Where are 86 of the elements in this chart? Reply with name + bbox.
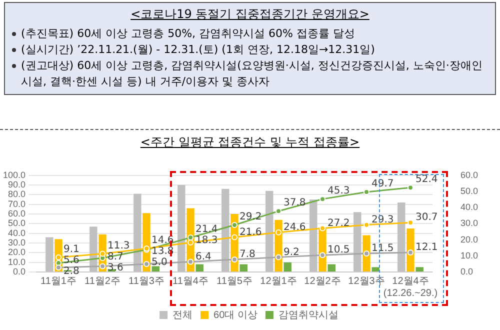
data-label: 3.6 (108, 262, 124, 274)
y-tick-label: 70.0 (8, 198, 26, 209)
data-label: 13.8 (152, 246, 174, 258)
legend-label: 감염취약시설 (278, 310, 338, 321)
text: <코로나19 동절기 집중접종기간 운영개요> (130, 6, 370, 23)
y2-tick-label: 60.0 (460, 170, 478, 180)
point (232, 234, 238, 240)
data-label: 7.8 (240, 249, 256, 260)
bar (328, 264, 336, 272)
text: (권고대상) 60세 이상 고령층, 감염취약시설(요양병원·시설, 정신건강증진시설, 노숙인·장애인 시설, 결핵·한센 시설 등) 내 거주/이용자 및 종사자 (20, 58, 484, 90)
y-tick-label: 50.0 (8, 218, 26, 228)
y2-tick-label: 40.0 (460, 202, 478, 212)
legend-label: 전체 (172, 310, 193, 321)
point (232, 256, 238, 262)
data-label: 5.0 (152, 257, 168, 268)
data-label: 9.2 (284, 246, 300, 258)
point (188, 240, 194, 246)
y2-tick-label: 10.0 (460, 250, 478, 260)
data-label: 37.8 (284, 198, 306, 209)
x-tick-label: 11월1주 (40, 276, 76, 287)
x-tick-label: 12월2주 (304, 276, 341, 287)
bar (134, 194, 142, 272)
bar (196, 264, 204, 272)
bar (354, 212, 362, 272)
text: (실시기간) ’22.11.21.(월) - 12.31.(토) (1회 연장, 12.18일→12.31일) (20, 42, 376, 58)
text: (추진목표) 60세 이상 고령층 50%, 감염취약시설 60% 접종률 달성 (20, 26, 356, 42)
x-tick-label: 11월2주 (84, 276, 120, 287)
bar (178, 185, 186, 272)
y-tick-label: 0.0 (13, 266, 26, 276)
data-label: 12.1 (415, 242, 438, 254)
x-tick-label: 12월3주 (348, 276, 385, 287)
y-tick-label: 90.0 (8, 180, 26, 190)
bar (240, 264, 248, 272)
y-tick-label: 10.0 (8, 256, 26, 267)
x-tick-label: 11월5주 (216, 276, 252, 287)
point (276, 229, 282, 236)
bar (284, 262, 292, 272)
point (56, 254, 62, 260)
data-label: 52.4 (415, 174, 438, 186)
y2-tick-label: 20.0 (460, 234, 478, 244)
point (363, 250, 370, 256)
data-label: 9.1 (64, 244, 80, 255)
bar (266, 190, 274, 272)
x-tick-label: 11월3주 (128, 276, 164, 287)
bar (398, 202, 406, 272)
point (232, 222, 238, 228)
data-label: 11.3 (108, 240, 130, 252)
data-label: 10.5 (327, 244, 350, 256)
data-label: 2.8 (64, 266, 80, 277)
point (188, 258, 194, 265)
bar (416, 267, 424, 272)
y-tick-label: 60.0 (8, 208, 26, 219)
point (144, 260, 150, 267)
bar (372, 267, 380, 272)
bar (222, 188, 230, 272)
x-tick-label: 12월1주 (260, 276, 297, 287)
y-tick-label: 100.0 (2, 170, 26, 180)
data-label: 6.4 (196, 251, 212, 262)
bar (310, 200, 318, 272)
y-tick-label: 80.0 (8, 189, 26, 200)
point (100, 263, 106, 270)
data-label: 30.7 (415, 212, 438, 224)
chart-title: <주간 일평균 접종건수 및 누적 접종률> (139, 134, 361, 151)
point (56, 264, 62, 270)
point (319, 252, 326, 258)
point (100, 250, 106, 257)
bar (46, 237, 54, 272)
bar (406, 228, 414, 272)
bar (152, 266, 160, 272)
data-label: 27.2 (327, 218, 350, 229)
point (276, 254, 282, 260)
y-tick-label: 30.0 (8, 238, 26, 248)
data-label: 29.3 (371, 214, 394, 226)
y-tick-label: 40.0 (8, 228, 26, 238)
data-label: 29.2 (240, 212, 262, 223)
y-tick-label: 20.0 (8, 247, 26, 258)
y2-tick-label: 0.0 (460, 266, 473, 276)
data-label: 21.4 (196, 224, 218, 236)
x-tick-label: 11월4주 (172, 276, 208, 287)
point (407, 250, 414, 256)
x-tick-label: 12월4주 (12.26.~29.) (383, 276, 438, 299)
data-label: 45.3 (327, 186, 350, 197)
legend-label: 60대 이상 (214, 310, 258, 321)
y2-tick-label: 50.0 (460, 186, 478, 196)
y2-tick-label: 30.0 (460, 218, 478, 228)
data-label: 11.5 (371, 243, 394, 254)
